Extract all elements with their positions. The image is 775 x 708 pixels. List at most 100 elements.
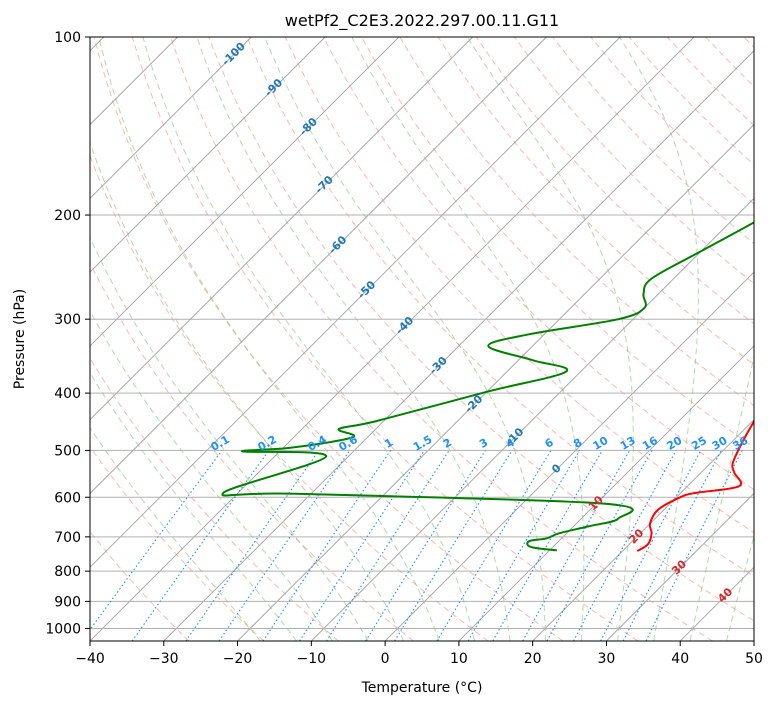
mixing-ratio-line	[436, 450, 552, 641]
x-axis: −40 −30 −20 −10 0 10 20 30 40 50	[75, 641, 763, 667]
moist-adiabat-line	[90, 426, 261, 641]
isotherm-line	[532, 419, 754, 641]
y-tick-label: 600	[54, 490, 81, 506]
isotherm-label: -50	[355, 278, 378, 301]
isotherm-label: -30	[427, 354, 450, 377]
y-tick-label: 300	[54, 312, 81, 328]
moist-adiabat-line	[90, 141, 405, 641]
dry-adiabats	[90, 37, 754, 641]
moist-adiabat-line	[689, 353, 754, 641]
mixing-ratio-line	[365, 450, 486, 641]
x-tick-label: 40	[671, 651, 689, 667]
isotherm-label: -20	[462, 392, 485, 415]
y-tick-label: 200	[54, 208, 81, 224]
y-tick-label: 800	[54, 564, 81, 580]
isotherm-label: 0	[549, 461, 564, 476]
dry-adiabat-line	[90, 154, 489, 641]
mixing-ratio-line	[573, 450, 677, 641]
mixing-ratio-line	[218, 450, 351, 641]
y-axis: 100 200 300 400 500 600 700 800 900 1000	[45, 30, 90, 637]
isotherm-label: -70	[313, 173, 336, 196]
isotherm-line	[679, 566, 754, 641]
dry-adiabat-line	[90, 357, 339, 641]
dry-adiabat-line	[590, 37, 754, 205]
moist-adiabat-line	[726, 534, 754, 641]
isotherm-line	[90, 37, 252, 199]
isotherm-line	[753, 640, 754, 641]
profiles	[221, 221, 754, 552]
mixing-ratio-line	[522, 450, 631, 641]
y-tick-label: 500	[54, 443, 81, 459]
moist-adiabat-line	[351, 37, 585, 641]
dewpoint-profile	[221, 221, 754, 552]
dry-adiabat-line	[705, 37, 754, 88]
plot-area: 0.1 0.2 0.4 0.6 1 1.5 2 3 4 6 8 10 13 16 20 25 30 36-100-…	[90, 37, 754, 641]
dry-adiabat-line	[437, 37, 754, 366]
isotherm-label: -40	[393, 314, 416, 337]
isotherm-line	[458, 345, 754, 641]
y-tick-label: 100	[54, 30, 81, 46]
dry-adiabat-line	[628, 37, 754, 166]
dry-adiabat-line	[514, 37, 754, 285]
isotherm-line	[90, 37, 695, 641]
moist-adiabat-line	[264, 37, 547, 641]
dry-adiabat-line	[131, 37, 639, 641]
chart-title: wetPf2_C2E3.2022.297.00.11.G11	[285, 11, 559, 31]
mixing-ratio-line	[185, 450, 320, 641]
dry-adiabat-line	[246, 37, 754, 577]
moist-adiabat-line	[142, 37, 475, 641]
dry-adiabat-line	[552, 37, 754, 245]
moist-adiabat-line	[196, 37, 511, 641]
plot-frame	[89, 36, 755, 642]
mixing-ratio-line	[394, 450, 513, 641]
isotherm-line	[90, 37, 547, 495]
x-tick-label: −40	[75, 651, 105, 667]
dry-adiabat-line	[284, 37, 754, 534]
dry-adiabat-line	[666, 37, 754, 127]
y-tick-label: 900	[54, 594, 81, 610]
mixing-ratio-line	[622, 450, 722, 641]
x-tick-label: 30	[598, 651, 616, 667]
isotherm-line	[90, 37, 473, 421]
x-tick-label: 50	[745, 651, 763, 667]
moist-adiabat-line	[98, 37, 440, 641]
isotherm-label: -100	[219, 39, 248, 68]
isotherm-line	[90, 37, 400, 347]
isotherm-label: 10	[586, 493, 606, 513]
dry-adiabat-line	[322, 37, 754, 491]
isotherm-line	[163, 50, 754, 641]
isotherm-label: -80	[297, 115, 320, 138]
mixing-ratio-label: 2	[441, 436, 454, 451]
moist-adiabats	[90, 37, 754, 641]
isotherm-label: 40	[715, 585, 735, 605]
temperature-profile	[636, 419, 754, 552]
dry-adiabat-line	[93, 37, 564, 641]
x-tick-label: −20	[223, 651, 253, 667]
isotherm-line	[311, 197, 754, 641]
mixing-ratio-label: 3	[477, 436, 490, 451]
isobars	[90, 37, 754, 629]
mixing-ratio-line	[645, 450, 743, 641]
y-axis-title: Pressure (hPa)	[12, 289, 28, 389]
mixing-ratio-line	[325, 450, 450, 641]
x-tick-label: −10	[297, 651, 327, 667]
dry-adiabat-line	[208, 37, 754, 622]
mixing-ratio-line	[600, 450, 702, 641]
x-tick-label: 20	[524, 651, 542, 667]
mixing-ratio-line	[131, 450, 270, 641]
isotherm-label: -60	[326, 233, 349, 256]
moist-adiabat-line	[90, 310, 333, 641]
mixing-ratio-line	[90, 450, 223, 631]
mixing-ratio-line	[262, 450, 392, 641]
isotherm-label: 30	[669, 557, 689, 577]
isotherm-label: -90	[262, 76, 285, 99]
dry-adiabat-line	[170, 37, 713, 641]
dry-adiabat-line	[361, 37, 754, 448]
isotherm-line	[90, 37, 621, 568]
isotherm-line	[237, 123, 754, 641]
mixing-ratio-line	[546, 450, 653, 641]
dry-adiabat-line	[475, 37, 754, 325]
isotherm-line	[90, 37, 326, 273]
dry-adiabat-line	[743, 37, 754, 48]
